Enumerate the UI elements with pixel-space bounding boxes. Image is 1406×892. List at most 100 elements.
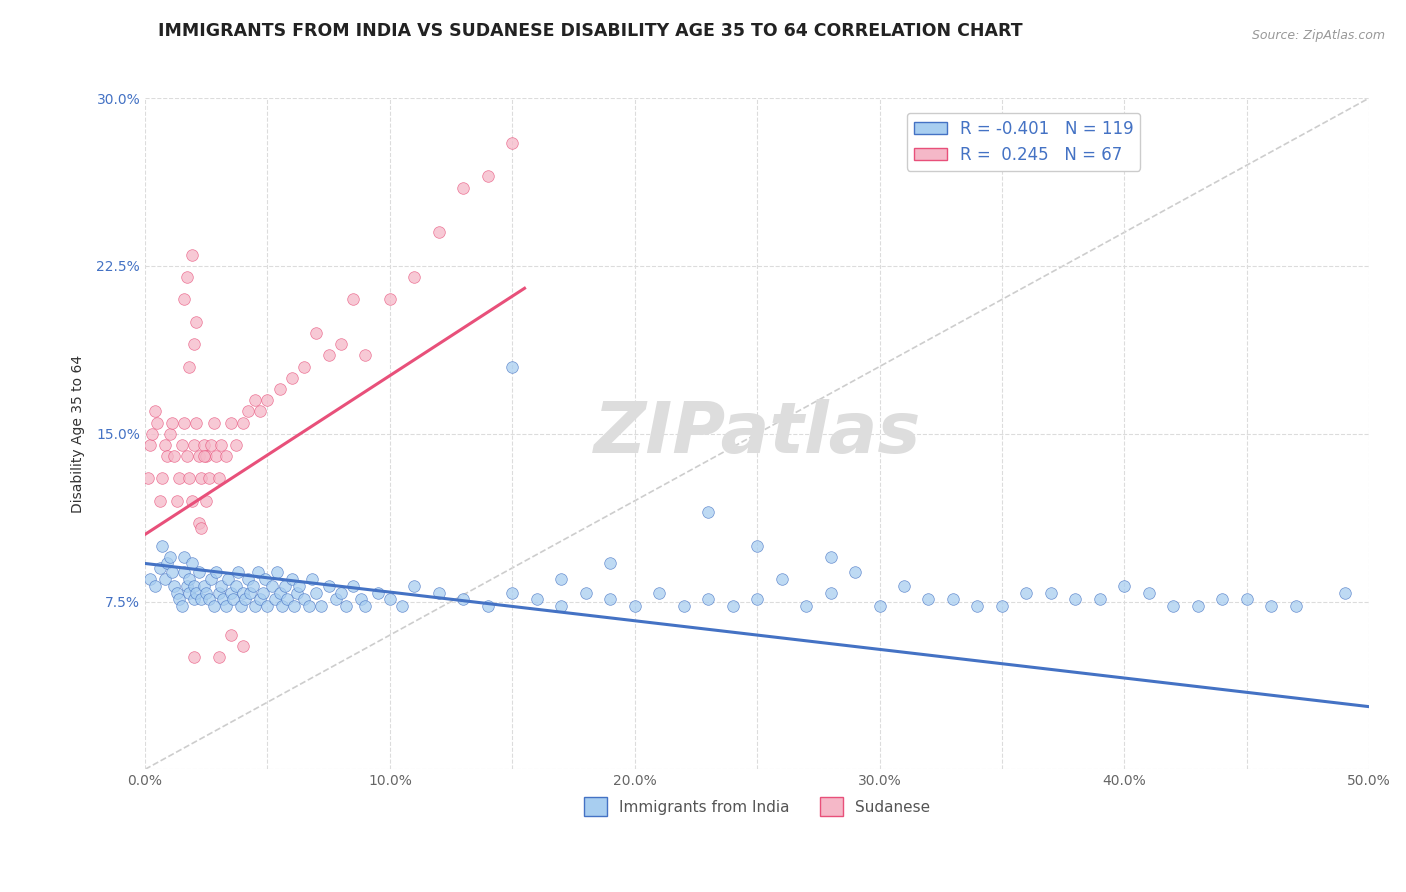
Point: [166, 585, 188, 599]
Point: [225, 579, 247, 593]
Point: [288, 579, 311, 593]
Point: [1015, 585, 1038, 599]
Point: [180, 557, 202, 571]
Point: [217, 572, 239, 586]
Point: [329, 337, 352, 351]
Point: [187, 449, 209, 463]
Point: [205, 566, 228, 580]
Point: [163, 579, 186, 593]
Point: [209, 579, 232, 593]
Point: [672, 599, 695, 613]
Point: [325, 592, 347, 607]
Point: [269, 382, 291, 396]
Point: [229, 599, 252, 613]
Point: [190, 471, 212, 485]
Point: [404, 579, 426, 593]
Point: [219, 628, 242, 642]
Point: [153, 572, 176, 586]
Point: [991, 599, 1014, 613]
Point: [163, 449, 186, 463]
Point: [236, 572, 259, 586]
Point: [173, 293, 195, 307]
Point: [281, 572, 304, 586]
Text: Source: ZipAtlas.com: Source: ZipAtlas.com: [1251, 29, 1385, 42]
Point: [501, 136, 523, 150]
Point: [186, 315, 208, 329]
Text: IMMIGRANTS FROM INDIA VS SUDANESE DISABILITY AGE 35 TO 64 CORRELATION CHART: IMMIGRANTS FROM INDIA VS SUDANESE DISABI…: [159, 22, 1022, 40]
Point: [354, 348, 377, 362]
Point: [254, 572, 277, 586]
Point: [256, 599, 278, 613]
Point: [173, 566, 195, 580]
Point: [1114, 579, 1136, 593]
Point: [273, 579, 295, 593]
Point: [453, 592, 475, 607]
Point: [298, 599, 321, 613]
Point: [170, 438, 193, 452]
Point: [966, 599, 988, 613]
Point: [215, 449, 238, 463]
Point: [170, 599, 193, 613]
Point: [1260, 599, 1282, 613]
Point: [139, 438, 162, 452]
Point: [311, 599, 333, 613]
Point: [183, 650, 205, 665]
Point: [245, 393, 267, 408]
Point: [209, 438, 232, 452]
Point: [159, 426, 181, 441]
Point: [179, 359, 201, 374]
Point: [195, 585, 218, 599]
Point: [197, 592, 219, 607]
Point: [942, 592, 965, 607]
Point: [599, 557, 621, 571]
Point: [697, 505, 720, 519]
Point: [183, 592, 205, 607]
Point: [648, 585, 671, 599]
Point: [193, 449, 215, 463]
Point: [249, 592, 271, 607]
Point: [342, 579, 364, 593]
Point: [477, 599, 499, 613]
Point: [156, 449, 179, 463]
Point: [378, 592, 401, 607]
Point: [292, 592, 315, 607]
Point: [697, 592, 720, 607]
Point: [219, 585, 242, 599]
Point: [180, 248, 202, 262]
Point: [252, 585, 274, 599]
Point: [329, 585, 352, 599]
Point: [179, 471, 201, 485]
Point: [139, 572, 162, 586]
Point: [225, 438, 247, 452]
Point: [599, 592, 621, 607]
Point: [550, 599, 572, 613]
Point: [305, 585, 328, 599]
Point: [149, 561, 172, 575]
Point: [276, 592, 298, 607]
Point: [1064, 592, 1087, 607]
Point: [183, 337, 205, 351]
Point: [169, 592, 191, 607]
Point: [1187, 599, 1209, 613]
Point: [285, 585, 308, 599]
Point: [263, 592, 285, 607]
Point: [215, 599, 238, 613]
Point: [427, 225, 450, 239]
Point: [160, 566, 183, 580]
Point: [236, 404, 259, 418]
Point: [169, 471, 191, 485]
Point: [150, 471, 173, 485]
Point: [207, 650, 229, 665]
Point: [1137, 585, 1160, 599]
Point: [235, 592, 257, 607]
Point: [179, 572, 201, 586]
Y-axis label: Disability Age 35 to 64: Disability Age 35 to 64: [72, 355, 86, 513]
Point: [197, 471, 219, 485]
Point: [335, 599, 357, 613]
Point: [186, 585, 208, 599]
Point: [1285, 599, 1308, 613]
Point: [1161, 599, 1184, 613]
Point: [153, 438, 176, 452]
Point: [176, 270, 198, 285]
Point: [232, 639, 254, 653]
